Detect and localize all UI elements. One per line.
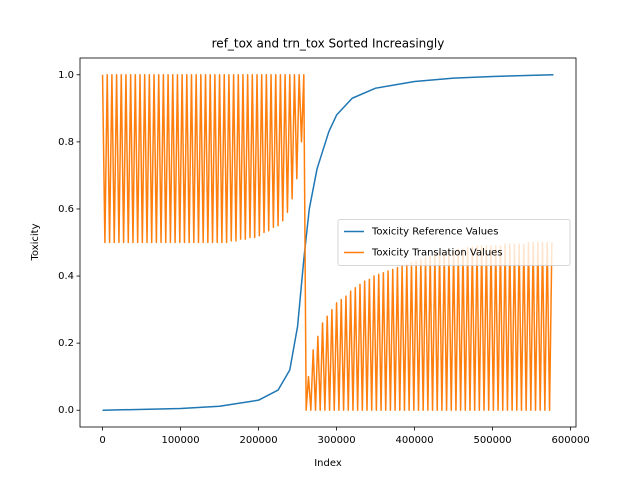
x-tick-label: 200000	[239, 435, 277, 446]
y-tick-label: 0.0	[58, 405, 74, 416]
y-tick-label: 0.2	[58, 338, 74, 349]
x-tick-label: 300000	[317, 435, 355, 446]
x-axis-label: Index	[314, 458, 342, 469]
x-tick-label: 600000	[552, 435, 590, 446]
y-tick-label: 1.0	[58, 70, 74, 81]
legend-label: Toxicity Reference Values	[371, 227, 498, 238]
y-axis-label: Toxicity	[30, 223, 41, 261]
x-tick-label: 100000	[161, 435, 199, 446]
y-tick-label: 0.6	[58, 204, 74, 215]
y-tick-label: 0.8	[58, 137, 74, 148]
legend-label: Toxicity Translation Values	[371, 248, 503, 259]
chart-title: ref_tox and trn_tox Sorted Increasingly	[212, 37, 445, 51]
legend-box	[337, 219, 571, 266]
plot-frame	[79, 57, 577, 428]
series-line	[102, 74, 554, 411]
x-tick-label: 500000	[474, 435, 512, 446]
x-tick-label: 400000	[395, 435, 433, 446]
y-tick-label: 0.4	[58, 271, 74, 282]
x-tick-label: 0	[99, 435, 105, 446]
legend: Toxicity Reference Values Toxicity Transl…	[337, 219, 571, 266]
